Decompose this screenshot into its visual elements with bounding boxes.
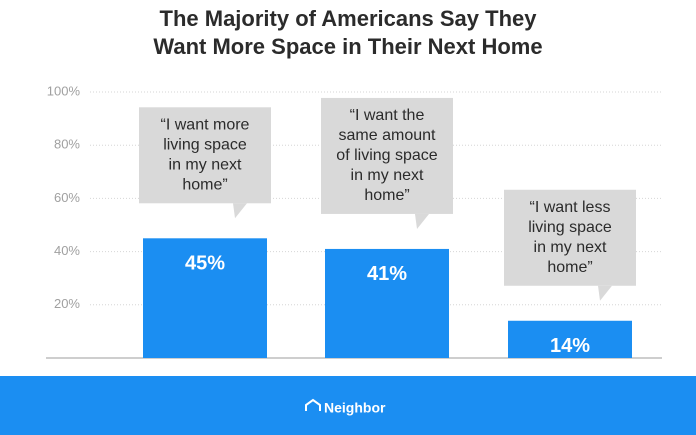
callout-text: living space — [163, 137, 247, 154]
callout-text: home” — [364, 187, 409, 204]
callout-text: home” — [182, 177, 227, 194]
bar — [325, 248, 449, 358]
callout-pointer — [415, 213, 429, 229]
footer-band — [0, 376, 696, 435]
value-label: 41% — [367, 263, 407, 285]
y-tick-label: 100% — [47, 83, 81, 98]
callout-text: in my next — [351, 167, 424, 184]
value-label: 14% — [550, 335, 590, 357]
footer-logo: Neighbor — [305, 398, 386, 416]
callout-text: of living space — [336, 147, 437, 164]
callout-text: in my next — [169, 157, 242, 174]
chart-title: Want More Space in Their Next Home — [153, 34, 542, 59]
callout-box — [504, 189, 636, 286]
y-tick-label: 60% — [54, 190, 80, 205]
callout-text: “I want less — [530, 199, 611, 216]
callout-text: home” — [547, 259, 592, 276]
callout-box — [321, 97, 453, 214]
bar — [508, 320, 632, 358]
callout-text: “I want more — [161, 117, 250, 134]
callout-text: “I want the — [350, 107, 425, 124]
callout-pointer — [598, 285, 612, 301]
callout-text: living space — [528, 219, 612, 236]
callout-box — [139, 107, 271, 204]
y-tick-label: 20% — [54, 296, 80, 311]
y-tick-label: 80% — [54, 137, 80, 152]
chart-title: The Majority of Americans Say They — [160, 6, 538, 31]
brand-name: Neighbor — [324, 400, 386, 416]
value-label: 45% — [185, 253, 225, 275]
logo-icon — [305, 398, 321, 411]
callout-text: same amount — [339, 127, 436, 144]
callout-text: in my next — [534, 239, 607, 256]
y-tick-label: 40% — [54, 243, 80, 258]
bar — [143, 238, 267, 358]
callout-pointer — [233, 203, 247, 219]
